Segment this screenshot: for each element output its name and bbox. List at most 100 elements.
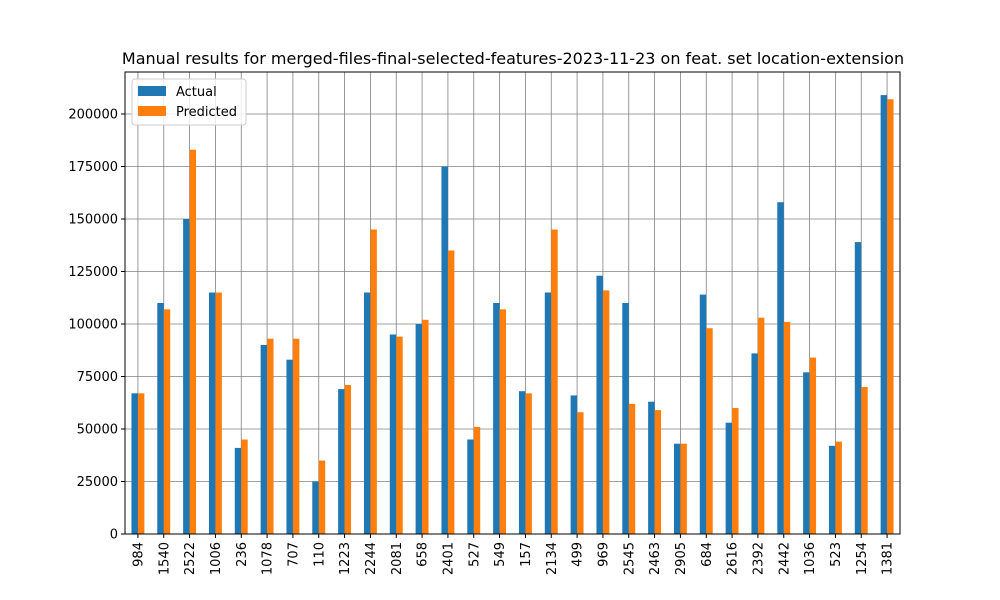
bar-actual-157 — [518, 391, 526, 534]
x-tick-label: 1254 — [855, 542, 870, 575]
bar-actual-2081 — [389, 334, 397, 534]
bar-predicted-2081 — [396, 336, 403, 534]
x-tick-label: 2616 — [726, 542, 741, 575]
x-tick-label: 1036 — [803, 542, 818, 575]
bar-actual-2134 — [544, 292, 552, 534]
x-tick-label: 2401 — [441, 542, 456, 575]
bar-actual-707 — [286, 359, 293, 534]
x-tick-label: 2463 — [648, 542, 663, 575]
bar-actual-1078 — [260, 345, 268, 534]
x-tick-label: 549 — [493, 542, 508, 567]
bar-actual-1036 — [803, 372, 810, 534]
y-tick-label: 200000 — [68, 108, 118, 123]
x-tick-label: 2134 — [545, 542, 560, 575]
bar-predicted-523 — [835, 441, 842, 534]
bar-predicted-1078 — [267, 338, 274, 534]
bar-predicted-1036 — [809, 357, 817, 534]
bar-actual-2244 — [363, 292, 371, 534]
x-tick-label: 1223 — [338, 542, 353, 575]
bar-predicted-684 — [706, 328, 713, 534]
bar-actual-2442 — [777, 202, 784, 534]
bar-predicted-2463 — [654, 410, 662, 534]
bar-predicted-2244 — [370, 229, 377, 534]
bar-actual-1006 — [208, 292, 216, 534]
x-tick-label: 2905 — [674, 542, 689, 575]
bar-actual-2616 — [725, 422, 733, 534]
y-tick-label: 50000 — [77, 423, 118, 438]
x-tick-label: 658 — [416, 542, 431, 567]
bar-predicted-1223 — [344, 384, 352, 534]
x-tick-label: 523 — [829, 542, 844, 567]
x-tick-label: 2442 — [777, 542, 792, 575]
y-tick-label: 150000 — [68, 213, 118, 228]
x-tick-label: 1006 — [209, 542, 224, 575]
bar-predicted-110 — [318, 460, 326, 534]
legend-label-actual: Actual — [176, 85, 217, 100]
x-tick-label: 1381 — [881, 542, 896, 575]
y-tick-label: 125000 — [68, 265, 118, 280]
bar-predicted-2134 — [551, 229, 558, 534]
x-tick-label: 684 — [700, 542, 715, 567]
bar-actual-527 — [467, 439, 474, 534]
bar-predicted-236 — [241, 439, 248, 534]
bar-actual-969 — [596, 275, 603, 534]
x-tick-label: 2392 — [751, 542, 766, 575]
x-tick-label: 1540 — [157, 542, 172, 575]
bar-predicted-2392 — [757, 317, 765, 534]
bar-predicted-658 — [422, 319, 429, 534]
plot-area-frame — [124, 71, 901, 535]
bar-actual-1254 — [854, 242, 862, 534]
bar-predicted-2616 — [732, 408, 739, 534]
bar-predicted-499 — [577, 412, 584, 534]
legend-swatch-actual — [138, 86, 166, 96]
y-tick-label: 75000 — [77, 370, 118, 385]
bar-actual-549 — [493, 303, 500, 534]
bar-actual-684 — [699, 294, 707, 534]
x-tick-label: 984 — [131, 542, 146, 567]
bar-actual-2392 — [751, 353, 758, 534]
legend-swatch-predicted — [138, 106, 166, 116]
x-tick-label: 1078 — [261, 542, 276, 575]
y-tick-label: 25000 — [77, 475, 118, 490]
x-tick-label: 707 — [286, 542, 301, 567]
bar-predicted-2401 — [447, 250, 455, 534]
bar-predicted-1381 — [887, 99, 894, 535]
x-tick-label: 110 — [312, 542, 327, 567]
x-tick-label: 969 — [596, 542, 611, 567]
bar-predicted-2905 — [680, 443, 687, 534]
x-tick-label: 2545 — [622, 542, 637, 575]
y-tick-label: 100000 — [68, 318, 118, 333]
bar-predicted-2545 — [628, 403, 636, 534]
bar-predicted-707 — [292, 338, 300, 534]
bar-actual-1223 — [338, 389, 345, 534]
bar-actual-658 — [415, 324, 423, 534]
legend: Actual Predicted — [131, 78, 247, 126]
bar-predicted-1006 — [215, 292, 222, 534]
x-tick-label: 499 — [571, 542, 586, 567]
bars — [131, 95, 894, 535]
x-tick-label: 236 — [235, 542, 250, 567]
bar-actual-523 — [828, 445, 836, 534]
bar-actual-984 — [131, 393, 138, 534]
bar-predicted-984 — [137, 393, 145, 534]
bar-actual-2905 — [673, 443, 681, 534]
bar-predicted-969 — [602, 290, 610, 534]
bar-predicted-2522 — [189, 149, 197, 534]
bar-predicted-157 — [525, 393, 532, 534]
bar-actual-1540 — [157, 303, 164, 534]
y-tick-label: 175000 — [68, 160, 118, 175]
bar-predicted-1254 — [861, 387, 868, 534]
bar-actual-110 — [312, 481, 319, 534]
bar-actual-1381 — [880, 95, 888, 534]
x-tick-label: 157 — [519, 542, 534, 567]
bar-actual-2522 — [183, 219, 190, 534]
x-axis: 984 1540 2522 1006 236 1078 707 110 1223 2244 2081… — [131, 534, 896, 575]
bar-actual-236 — [234, 447, 242, 534]
chart-title: Manual results for merged-files-final-se… — [122, 49, 904, 68]
bar-predicted-2442 — [783, 321, 791, 534]
bar-actual-2401 — [441, 166, 448, 534]
x-tick-label: 2081 — [390, 542, 405, 575]
x-tick-label: 2522 — [183, 542, 198, 575]
bar-predicted-1540 — [163, 309, 171, 534]
